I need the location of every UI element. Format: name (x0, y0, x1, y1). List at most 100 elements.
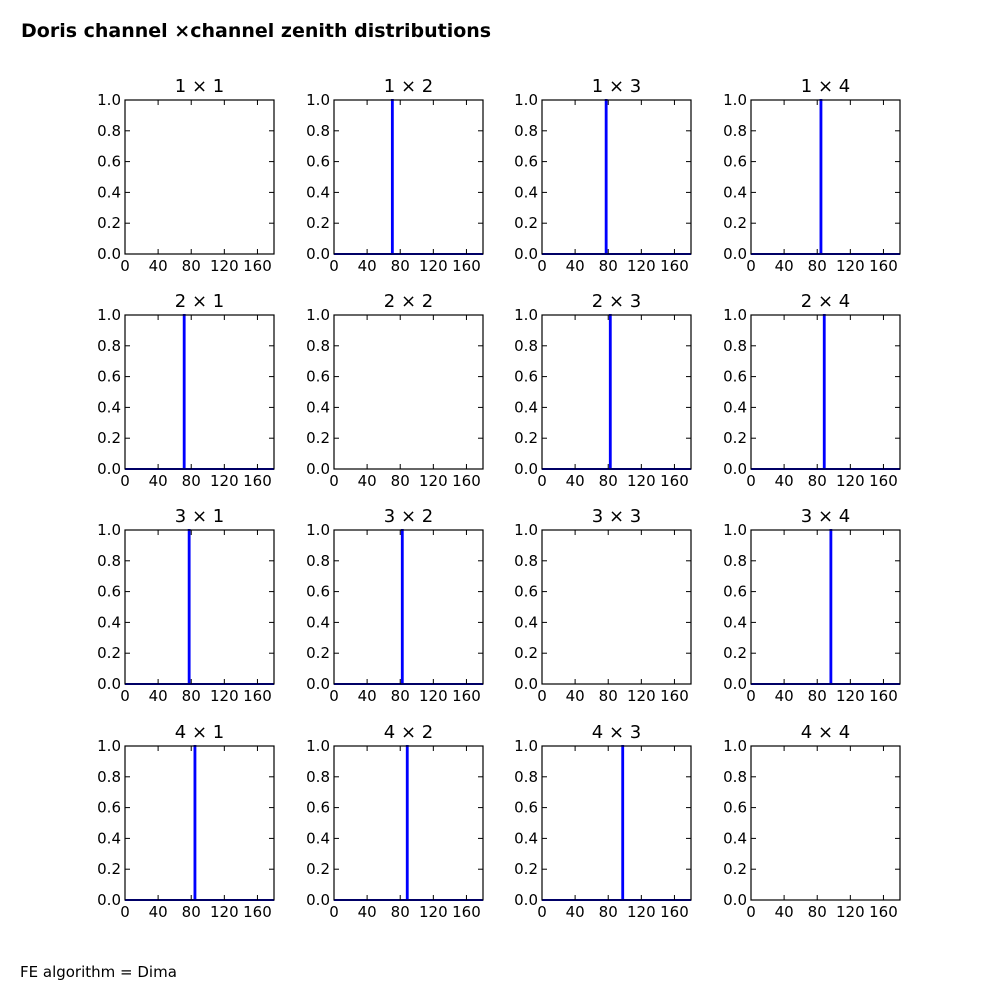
x-tick-label: 40 (566, 687, 585, 705)
y-tick-label: 0.0 (514, 891, 538, 909)
y-tick-label: 1.0 (514, 737, 538, 755)
series-line (751, 314, 900, 470)
x-tick-label: 40 (566, 472, 585, 490)
y-tick-label: 0.2 (514, 860, 538, 878)
y-tick-label: 0.0 (723, 460, 747, 478)
y-tick-label: 0.8 (723, 122, 747, 140)
axes-frame (124, 314, 275, 470)
x-tick-label: 0 (329, 472, 339, 490)
subplot-1-2: 1 × 2 0 40 80 120 160 0.0 0.2 0.4 0.6 0.8 1.0 (306, 76, 484, 275)
x-tick-label: 80 (599, 472, 618, 490)
y-tick-label: 0.0 (306, 675, 330, 693)
axes-frame (541, 99, 692, 255)
axes-frame (750, 745, 901, 901)
y-tick-label: 0.2 (306, 644, 330, 662)
x-tick-label: 40 (358, 257, 377, 275)
y-tick-label: 0.0 (97, 891, 121, 909)
x-tick-label: 80 (599, 687, 618, 705)
y-tick-label: 1.0 (723, 737, 747, 755)
y-tick-label: 0.0 (514, 245, 538, 263)
x-tick-label: 80 (391, 903, 410, 921)
y-tick-label: 1.0 (97, 91, 121, 109)
y-tick-label: 0.2 (306, 860, 330, 878)
y-tick-label: 1.0 (723, 306, 747, 324)
x-tick-label: 120 (210, 472, 239, 490)
x-tick-label: 80 (182, 472, 201, 490)
x-tick-label: 40 (775, 257, 794, 275)
subplot-2-4: 2 × 4 0 40 80 120 160 0.0 0.2 0.4 0.6 0.8 1.0 (723, 291, 901, 490)
series-line (125, 314, 274, 470)
x-tick-label: 0 (537, 257, 547, 275)
x-tick-label: 160 (869, 903, 898, 921)
y-tick-label: 0.4 (514, 613, 538, 631)
y-tick-label: 0.6 (97, 368, 121, 386)
y-tick-label: 0.8 (97, 122, 121, 140)
y-tick-label: 0.4 (306, 398, 330, 416)
y-tick-label: 0.2 (514, 214, 538, 232)
axes-frame (750, 529, 901, 685)
y-tick-label: 0.4 (97, 613, 121, 631)
series-line (334, 529, 483, 685)
x-tick-label: 0 (537, 472, 547, 490)
y-tick-label: 0.4 (97, 398, 121, 416)
y-tick-label: 0.2 (306, 214, 330, 232)
x-tick-label: 120 (627, 257, 656, 275)
y-tick-label: 0.8 (306, 122, 330, 140)
subplot-3-2: 3 × 2 0 40 80 120 160 0.0 0.2 0.4 0.6 0.8 1.0 (306, 506, 484, 705)
x-tick-label: 40 (566, 903, 585, 921)
x-tick-label: 160 (243, 687, 272, 705)
y-tick-label: 0.0 (723, 245, 747, 263)
x-tick-label: 120 (627, 472, 656, 490)
y-tick-label: 0.8 (723, 337, 747, 355)
y-tick-label: 0.0 (723, 891, 747, 909)
subplot-title: 2 × 2 (384, 291, 433, 312)
y-tick-label: 0.0 (97, 460, 121, 478)
x-tick-label: 120 (836, 257, 865, 275)
y-tick-label: 0.6 (514, 368, 538, 386)
x-tick-label: 120 (210, 903, 239, 921)
x-tick-label: 160 (869, 257, 898, 275)
y-tick-label: 0.4 (723, 829, 747, 847)
y-tick-label: 0.2 (97, 214, 121, 232)
y-tick-label: 0.8 (514, 552, 538, 570)
y-tick-label: 0.2 (514, 429, 538, 447)
y-tick-label: 0.2 (723, 860, 747, 878)
x-tick-label: 80 (182, 687, 201, 705)
x-tick-label: 120 (836, 687, 865, 705)
y-tick-label: 1.0 (514, 306, 538, 324)
axes-frame (750, 314, 901, 470)
y-tick-label: 0.4 (723, 613, 747, 631)
x-tick-label: 120 (419, 257, 448, 275)
subplot-title: 4 × 2 (384, 722, 433, 743)
figure-title: Doris channel ×channel zenith distributi… (21, 20, 491, 42)
x-tick-label: 0 (120, 687, 130, 705)
x-tick-label: 0 (329, 903, 339, 921)
subplot-3-1: 3 × 1 0 40 80 120 160 0.0 0.2 0.4 0.6 0.8 1.0 (97, 506, 275, 705)
axes-frame (124, 745, 275, 901)
y-tick-label: 0.8 (514, 768, 538, 786)
x-tick-label: 160 (660, 687, 689, 705)
series-line (542, 99, 691, 255)
x-tick-label: 40 (775, 472, 794, 490)
x-tick-label: 40 (775, 687, 794, 705)
subplot-title: 4 × 1 (175, 722, 224, 743)
y-tick-label: 0.0 (514, 675, 538, 693)
y-tick-label: 0.0 (306, 891, 330, 909)
y-tick-label: 0.4 (723, 398, 747, 416)
y-tick-label: 0.6 (514, 153, 538, 171)
axes-frame (124, 99, 275, 255)
y-tick-label: 0.8 (723, 552, 747, 570)
x-tick-label: 40 (149, 257, 168, 275)
y-tick-label: 0.2 (514, 644, 538, 662)
subplot-4-4: 4 × 4 0 40 80 120 160 0.0 0.2 0.4 0.6 0.8 1.0 (723, 722, 901, 921)
subplot-title: 4 × 4 (801, 722, 850, 743)
y-tick-label: 1.0 (306, 306, 330, 324)
x-tick-label: 40 (358, 687, 377, 705)
x-tick-label: 0 (120, 903, 130, 921)
y-tick-label: 1.0 (514, 91, 538, 109)
y-tick-label: 0.8 (723, 768, 747, 786)
x-tick-label: 40 (358, 903, 377, 921)
axes-frame (333, 529, 484, 685)
axes-frame (124, 529, 275, 685)
